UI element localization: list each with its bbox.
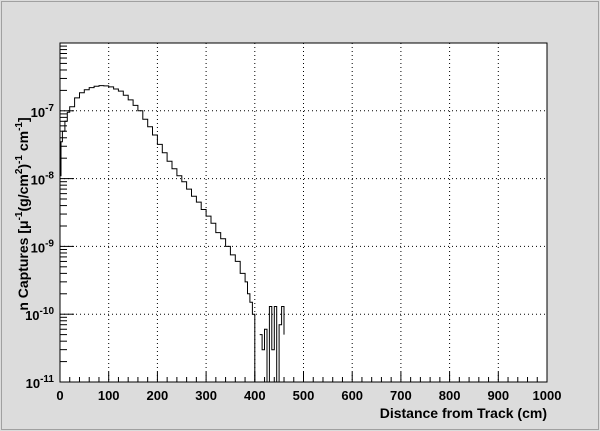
x-tick-label: 700 (390, 388, 412, 403)
x-tick-label: 400 (244, 388, 266, 403)
y-axis-title-end: ] (15, 117, 31, 122)
x-tick-label: 0 (56, 388, 63, 403)
y-axis-title-mu: μ (15, 220, 31, 229)
y-tick-label: 10-10 (25, 306, 54, 323)
x-tick-label: 200 (147, 388, 169, 403)
y-axis-title: n Captures [μ-1(g/cm2)-1 cm-1] (14, 117, 31, 310)
grid (60, 43, 547, 382)
y-axis-title-exp3: -1 (14, 155, 25, 164)
x-tick-label: 100 (98, 388, 120, 403)
series-line-2 (259, 306, 285, 383)
axis-ticks (59, 45, 548, 383)
y-tick-label: 10-9 (31, 238, 55, 255)
y-axis-title-mid: (g/cm (15, 174, 31, 211)
y-axis-title-close: ) (15, 164, 31, 169)
x-tick-label: 500 (293, 388, 315, 403)
x-tick-label: 300 (195, 388, 217, 403)
x-tick-label: 1000 (533, 388, 562, 403)
x-tick-labels: 0 100 200 300 400 500 600 700 800 900 1000 (56, 388, 561, 403)
y-tick-label: 10-11 (26, 374, 55, 391)
y-axis-title-cm: cm (15, 131, 31, 155)
series-line-1 (60, 85, 256, 382)
y-tick-labels: 10-11 10-10 10-9 10-8 10-7 (25, 103, 54, 391)
x-axis-title: Distance from Track (cm) (380, 405, 547, 421)
x-tick-label: 600 (341, 388, 363, 403)
y-axis-title-exp2: 2 (14, 168, 25, 174)
x-tick-label: 800 (439, 388, 461, 403)
y-axis-title-exp1: -1 (14, 211, 25, 220)
data-series (60, 85, 285, 383)
y-tick-label: 10-8 (31, 171, 55, 188)
y-axis-title-exp4: -1 (14, 122, 25, 131)
y-axis-title-main: n Captures [ (15, 229, 31, 311)
x-tick-label: 900 (487, 388, 509, 403)
y-tick-label: 10-7 (31, 103, 55, 120)
